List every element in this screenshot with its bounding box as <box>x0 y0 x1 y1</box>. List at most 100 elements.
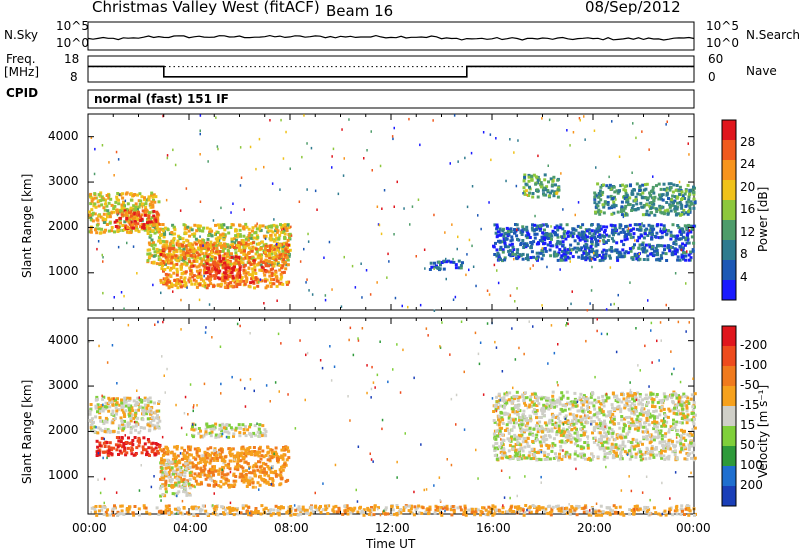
power-echo-cell <box>533 228 537 232</box>
power-echo-cell <box>210 251 214 255</box>
velocity-echo-cell <box>108 400 112 404</box>
power-echo-cell <box>191 264 195 268</box>
velocity-echo-cell <box>133 436 137 439</box>
velocity-echo-cell <box>259 457 263 461</box>
power-echo-cell <box>222 278 226 282</box>
velocity-echo-cell <box>667 407 671 411</box>
power-echo-cell <box>662 224 666 228</box>
power-echo-cell <box>180 280 184 284</box>
power-echo-cell <box>652 253 656 257</box>
power-echo-cell <box>653 213 657 217</box>
power-echo-cell <box>541 239 544 243</box>
velocity-echo-cell <box>130 448 134 452</box>
power-echo-cell <box>104 202 107 206</box>
power-echo-cell <box>110 226 114 229</box>
power-echo-cell <box>677 237 681 241</box>
power-echo-cell <box>658 193 661 197</box>
power-echo-cell <box>280 266 284 270</box>
power-echo-cell <box>597 192 601 195</box>
power-echo-cell <box>148 243 152 247</box>
power-echo-cell <box>170 231 174 234</box>
power-echo-cell <box>584 243 588 246</box>
velocity-echo-cell <box>101 409 105 413</box>
power-echo-cell <box>259 255 263 259</box>
velocity-echo-cell <box>135 423 138 427</box>
power-noise-cell <box>489 133 492 136</box>
velocity-echo-cell <box>245 469 248 473</box>
velocity-echo-cell <box>693 392 697 396</box>
power-noise-cell <box>411 205 414 208</box>
velocity-echo-cell <box>131 443 135 447</box>
power-echo-cell <box>125 217 129 220</box>
power-noise-cell <box>453 114 456 117</box>
velocity-echo-cell <box>690 456 693 460</box>
power-echo-cell <box>513 231 516 235</box>
power-noise-cell <box>590 257 593 261</box>
velocity-echo-cell <box>193 447 197 451</box>
velocity-echo-cell <box>122 423 126 427</box>
velocity-echo-cell <box>236 465 240 469</box>
velocity-echo-cell <box>587 410 591 413</box>
power-echo-cell <box>89 215 93 219</box>
velocity-echo-cell <box>136 416 140 420</box>
velocity-echo-cell <box>203 460 207 464</box>
velocity-echo-cell <box>497 392 501 396</box>
velocity-echo-cell <box>267 466 271 470</box>
power-echo-cell <box>189 265 193 269</box>
velocity-echo-cell <box>212 458 216 462</box>
velocity-echo-cell <box>575 427 578 431</box>
power-echo-cell <box>648 191 652 195</box>
velocity-echo-cell <box>545 406 549 410</box>
velocity-echo-cell <box>257 460 260 464</box>
velocity-echo-cell <box>603 455 607 459</box>
power-echo-cell <box>610 246 614 250</box>
velocity-echo-cell <box>162 447 166 451</box>
power-noise-cell <box>635 136 637 140</box>
power-echo-cell <box>191 243 195 247</box>
power-echo-cell <box>685 200 689 204</box>
power-echo-cell <box>610 204 614 208</box>
power-noise-cell <box>687 142 689 145</box>
velocity-echo-cell <box>499 431 503 435</box>
power-noise-cell <box>493 263 496 267</box>
power-echo-cell <box>640 243 644 247</box>
velocity-echo-cell <box>619 450 623 454</box>
power-noise-cell <box>220 206 222 210</box>
power-echo-cell <box>670 198 674 202</box>
power-echo-cell <box>257 242 260 246</box>
power-echo-cell <box>153 231 157 235</box>
power-echo-cell <box>247 238 250 242</box>
power-echo-cell <box>272 223 276 227</box>
power-echo-cell <box>543 178 547 182</box>
velocity-echo-cell <box>660 456 664 460</box>
power-echo-cell <box>596 243 600 247</box>
velocity-echo-cell <box>196 482 199 486</box>
velocity-echo-cell <box>124 404 128 408</box>
power-echo-cell <box>555 224 559 228</box>
power-echo-cell <box>178 279 182 283</box>
power-echo-cell <box>556 178 560 182</box>
power-echo-cell <box>260 240 264 244</box>
velocity-echo-cell <box>502 448 506 452</box>
power-echo-cell <box>97 193 101 197</box>
power-noise-cell <box>123 294 125 298</box>
power-echo-cell <box>213 276 217 280</box>
velocity-echo-cell <box>118 403 122 407</box>
power-noise-cell <box>583 115 585 118</box>
power-noise-cell <box>165 198 168 202</box>
power-echo-cell <box>666 244 670 248</box>
power-echo-cell <box>438 267 442 271</box>
power-noise-cell <box>198 272 200 275</box>
power-noise-cell <box>198 298 201 302</box>
velocity-echo-cell <box>641 403 645 406</box>
power-echo-cell <box>226 263 230 267</box>
velocity-echo-cell <box>266 465 270 468</box>
power-echo-cell <box>628 223 632 227</box>
power-echo-cell <box>623 251 627 255</box>
power-echo-cell <box>172 250 176 254</box>
power-echo-cell <box>175 267 179 271</box>
velocity-echo-cell <box>589 458 593 462</box>
velocity-echo-cell <box>558 456 562 460</box>
velocity-echo-cell <box>117 408 121 412</box>
power-noise-cell <box>199 235 201 238</box>
